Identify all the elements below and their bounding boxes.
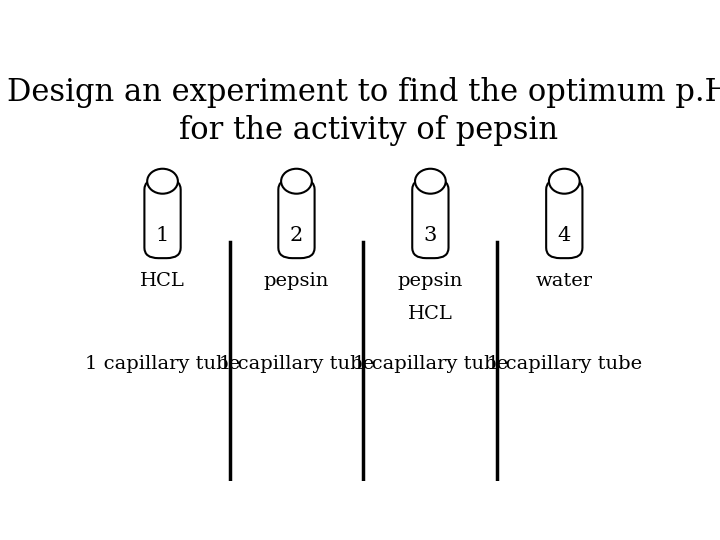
Text: HCL: HCL [408,305,453,323]
Text: 1 capillary tube: 1 capillary tube [353,355,508,373]
Ellipse shape [147,169,178,194]
FancyBboxPatch shape [279,179,315,258]
Text: 4: 4 [558,226,571,245]
Text: pepsin: pepsin [264,272,329,290]
Text: 1 capillary tube: 1 capillary tube [85,355,240,373]
Text: 1 capillary tube: 1 capillary tube [219,355,374,373]
Text: 1 capillary tube: 1 capillary tube [487,355,642,373]
Text: HCL: HCL [140,272,185,290]
FancyBboxPatch shape [145,179,181,258]
Text: 2: 2 [290,226,303,245]
Ellipse shape [415,169,446,194]
FancyBboxPatch shape [413,179,449,258]
Text: water: water [536,272,593,290]
Text: for the activity of pepsin: for the activity of pepsin [179,114,559,146]
Text: Design an experiment to find the optimum p.H: Design an experiment to find the optimum… [7,77,720,109]
Text: 3: 3 [423,226,437,245]
Text: 1: 1 [156,226,169,245]
Text: pepsin: pepsin [397,272,463,290]
Ellipse shape [549,169,580,194]
Ellipse shape [281,169,312,194]
FancyBboxPatch shape [546,179,582,258]
